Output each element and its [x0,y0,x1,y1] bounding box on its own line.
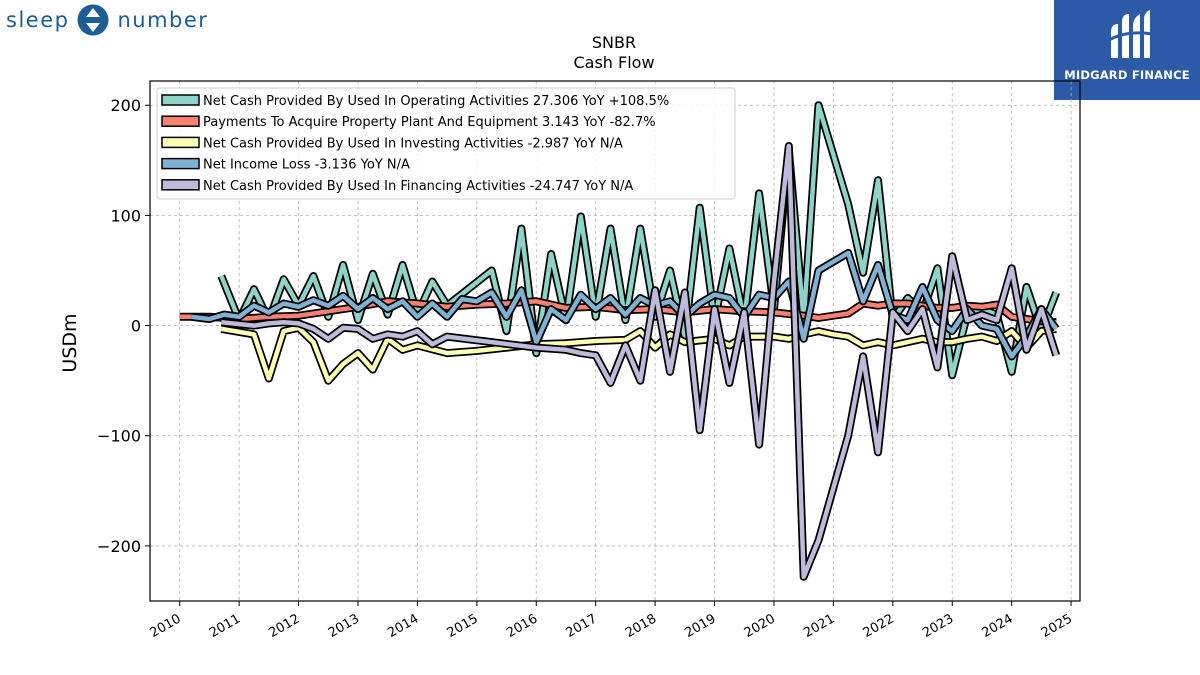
legend-swatch [161,157,200,170]
plot-frame [149,80,1081,602]
sleep-number-logo: sleep number [6,4,208,36]
legend-swatch [161,115,200,127]
legend-swatch [161,136,200,149]
logo-word-sleep: sleep [6,8,70,32]
sleep-number-mark-icon [77,4,109,36]
x-tick-label: 2014 [385,611,421,641]
y-tick-label: 0 [131,317,141,336]
logo-word-number: number [117,8,209,32]
legend-swatch [161,94,200,106]
legend-box [156,87,736,200]
x-tick-label: 2017 [564,611,600,641]
chart-title: SNBR [592,33,636,52]
y-axis: 200 100 0 −100 −200 [97,96,150,556]
series-4-line [191,248,1060,361]
y-tick-label: −100 [97,427,141,446]
midgard-finance-logo: MIDGARD FINANCE [1054,0,1200,100]
x-tick-label: 2016 [504,611,540,641]
y-tick-label: 200 [110,96,141,115]
x-tick-label: 2023 [920,611,956,641]
x-tick-label: 2020 [742,611,778,641]
legend-entry-label: Payments To Acquire Property Plant And E… [203,115,656,130]
x-tick-label: 2019 [682,611,718,641]
x-tick-label: 2018 [623,611,659,641]
x-axis: 2010 2011 2012 2013 2014 2015 2016 2017 2018 2019… [148,601,1075,641]
series-lines [179,101,1061,581]
x-tick-label: 2011 [207,611,243,641]
chart-subtitle: Cash Flow [573,53,654,72]
x-tick-label: 2010 [148,611,184,641]
x-tick-label: 2012 [266,611,302,641]
y-tick-label: 100 [110,206,141,225]
midgard-brand-text: MIDGARD FINANCE [1064,68,1190,82]
x-tick-label: 2022 [861,611,897,641]
series-5-line [220,142,1061,581]
legend-entry-label: Net Cash Provided By Used In Investing A… [203,136,623,151]
y-tick-label: −200 [97,537,141,556]
x-tick-label: 2025 [1039,611,1075,641]
legend-swatch [161,179,200,191]
y-axis-label: USDm [59,313,81,372]
legend-entry-label: Net Cash Provided By Used In Financing A… [203,179,633,194]
legend-entry-label: Net Income Loss -3.136 YoY N/A [203,158,410,173]
x-tick-label: 2013 [326,611,362,641]
x-tick-label: 2015 [445,611,481,641]
midgard-mark-icon [1108,10,1153,58]
x-tick-label: 2021 [801,611,837,641]
legend-entry-label: Net Cash Provided By Used In Operating A… [203,94,669,109]
legend: Net Cash Provided By Used In Operating A… [156,87,736,200]
x-tick-label: 2024 [980,611,1016,641]
